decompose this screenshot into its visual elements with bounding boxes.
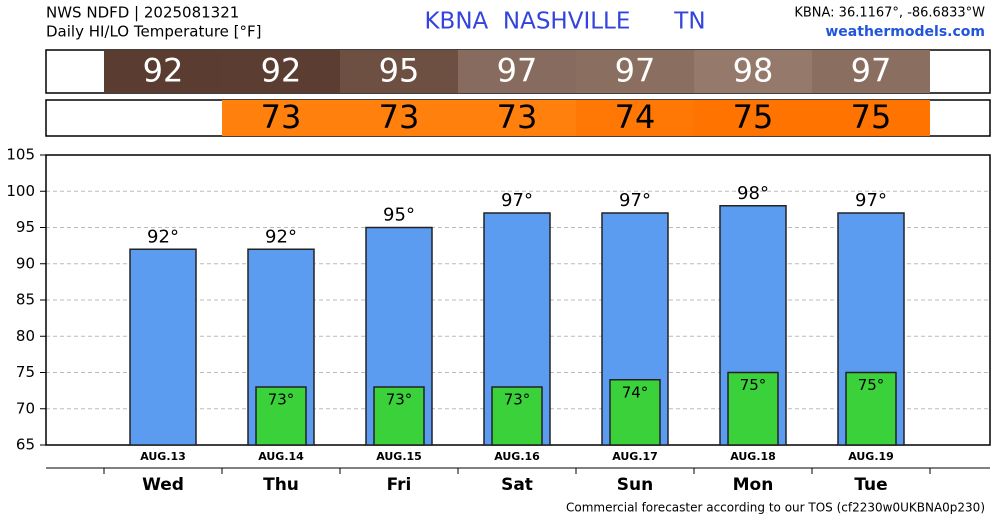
high-strip-value: 97 xyxy=(615,52,656,90)
low-bar xyxy=(491,386,543,446)
low-strip-cell xyxy=(812,100,930,136)
footer: Commercial forecaster according to our T… xyxy=(566,501,985,515)
low-bar xyxy=(373,386,425,446)
high-label: 98° xyxy=(737,183,769,204)
low-strip-value: 73 xyxy=(261,98,302,136)
x-tick-label: Fri xyxy=(387,475,412,495)
low-label: 73° xyxy=(504,391,531,409)
high-strip-cell xyxy=(104,50,222,93)
y-tick-label: 105 xyxy=(6,146,35,164)
high-strip-value: 92 xyxy=(261,52,302,90)
high-strip-value: 98 xyxy=(733,52,774,90)
high-bar xyxy=(129,248,197,446)
low-strip-value: 73 xyxy=(497,98,538,136)
high-strip-value: 92 xyxy=(143,52,184,90)
high-strip-value: 95 xyxy=(379,52,420,90)
x-tick-label: Sun xyxy=(617,475,653,495)
low-strip-cell xyxy=(222,100,340,136)
x-tick-label: Mon xyxy=(733,475,774,495)
low-label: 75° xyxy=(858,376,885,394)
high-label: 92° xyxy=(147,226,179,247)
high-strip-cell xyxy=(458,50,576,93)
x-tick-label: Tue xyxy=(854,475,887,495)
site: weathermodels.com xyxy=(825,24,985,40)
x-tick-label: Thu xyxy=(263,475,299,495)
low-strip-cell xyxy=(458,100,576,136)
low-strip-value: 74 xyxy=(615,98,656,136)
date-label: AUG.19 xyxy=(848,450,894,463)
low-label: 75° xyxy=(740,376,767,394)
high-strip-cell xyxy=(694,50,812,93)
high-label: 92° xyxy=(265,226,297,247)
high-strip-cell xyxy=(576,50,694,93)
date-label: AUG.17 xyxy=(612,450,658,463)
y-tick-label: 75 xyxy=(16,363,35,381)
date-label: AUG.14 xyxy=(258,450,304,463)
high-label: 97° xyxy=(501,190,533,211)
low-bar xyxy=(255,386,307,446)
chart-title: Daily HI/LO Temperature [°F] xyxy=(46,23,262,41)
low-strip-value: 75 xyxy=(851,98,892,136)
low-strip-value: 75 xyxy=(733,98,774,136)
low-strip-cell xyxy=(340,100,458,136)
high-strip-cell xyxy=(812,50,930,93)
high-strip-cell xyxy=(222,50,340,93)
high-strip-value: 97 xyxy=(497,52,538,90)
high-label: 97° xyxy=(619,190,651,211)
high-label: 97° xyxy=(855,190,887,211)
low-strip-cell xyxy=(576,100,694,136)
y-tick-label: 100 xyxy=(6,182,35,200)
low-label: 74° xyxy=(622,383,649,401)
y-tick-label: 85 xyxy=(16,291,35,309)
high-strip-value: 97 xyxy=(851,52,892,90)
low-bar xyxy=(845,371,897,446)
y-tick-label: 95 xyxy=(16,218,35,236)
low-strip-cell xyxy=(694,100,812,136)
y-tick-label: 90 xyxy=(16,254,35,272)
location: KBNA NASHVILLE TN xyxy=(424,9,705,35)
date-label: AUG.16 xyxy=(494,450,540,463)
high-label: 95° xyxy=(383,205,415,226)
date-label: AUG.15 xyxy=(376,450,422,463)
date-label: AUG.13 xyxy=(140,450,186,463)
source: NWS NDFD | 2025081321 xyxy=(46,4,239,22)
y-tick-label: 70 xyxy=(16,399,35,417)
low-label: 73° xyxy=(386,391,413,409)
low-label: 73° xyxy=(268,391,295,409)
x-tick-label: Wed xyxy=(142,475,184,495)
coordinates: KBNA: 36.1167°, -86.6833°W xyxy=(794,6,985,21)
low-strip-value: 73 xyxy=(379,98,420,136)
x-tick-label: Sat xyxy=(501,475,533,495)
y-tick-label: 80 xyxy=(16,327,35,345)
low-bar xyxy=(727,371,779,446)
date-label: AUG.18 xyxy=(730,450,776,463)
low-bar xyxy=(609,379,661,446)
high-strip-cell xyxy=(340,50,458,93)
y-tick-label: 65 xyxy=(16,436,35,454)
